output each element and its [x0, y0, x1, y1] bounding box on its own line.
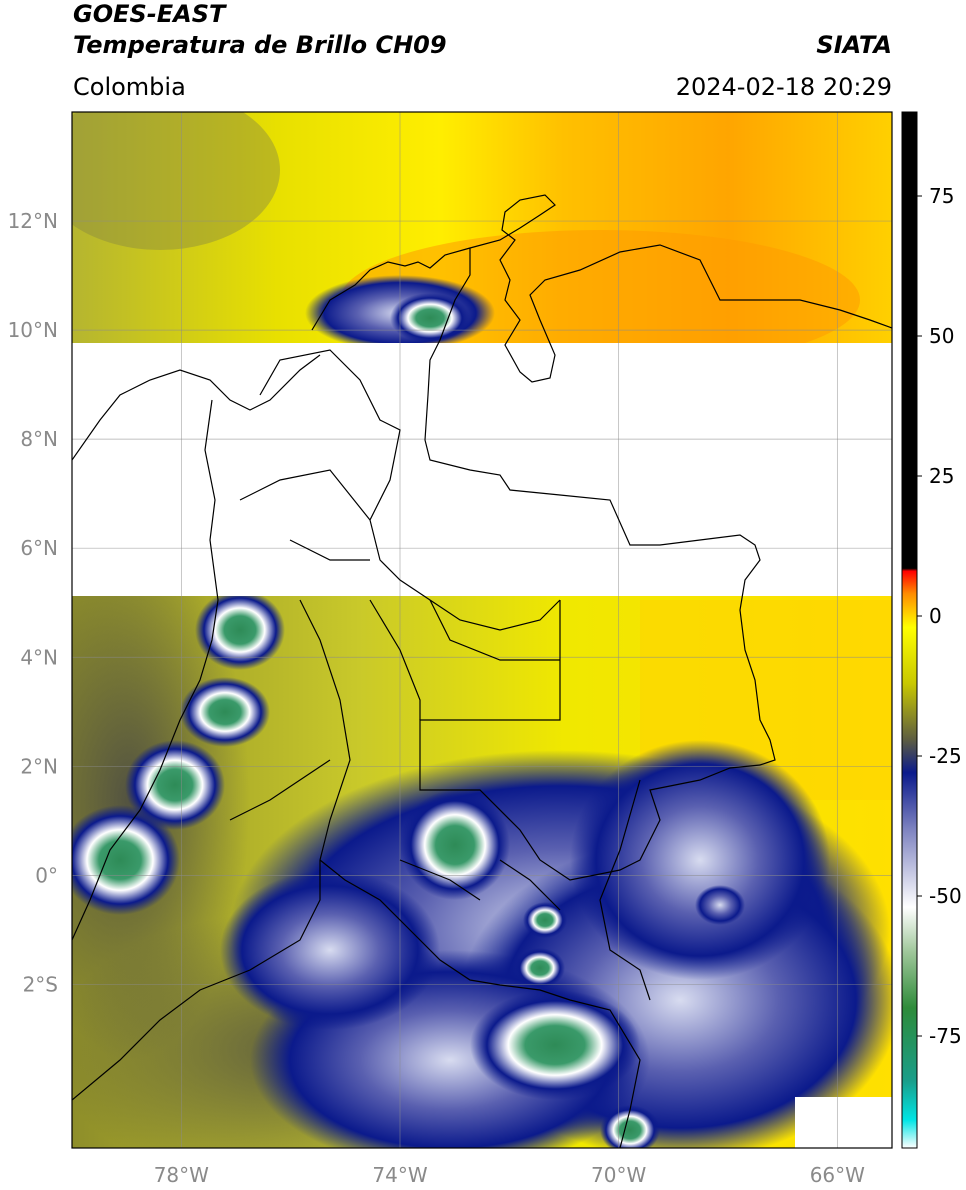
product-title: Temperatura de Brillo CH09 [73, 31, 447, 59]
colorbar-tick-label: 50 [929, 324, 954, 348]
region-label: Colombia [73, 73, 186, 101]
satellite-title: GOES-EAST [73, 0, 226, 28]
lat-tick-label: 6°N [20, 536, 58, 560]
country-boundaries [72, 194, 892, 1148]
lon-tick-label: 74°W [372, 1163, 427, 1187]
pacific-coast [72, 399, 219, 941]
colorbar-tick-label: -25 [929, 744, 962, 768]
colorbar-tick-label: 75 [929, 184, 954, 208]
missing-data-band [72, 343, 892, 596]
colorbar-tick-label: -50 [929, 884, 962, 908]
dept-lines-2 [239, 469, 371, 861]
venezuela-border [424, 248, 776, 766]
lon-tick-label: 70°W [591, 1163, 646, 1187]
colorbar-tick-label: 25 [929, 464, 954, 488]
missing-data-corner [795, 1097, 892, 1148]
datetime-label: 2024-02-18 20:29 [675, 73, 892, 101]
lat-tick-label: 0° [35, 863, 58, 887]
axis-tick-labels: 78°W 74°W 70°W 66°W 12°N 10°N 8°N 6°N 4°N 2°N 0° 2°… [8, 209, 866, 1187]
lon-tick-label: 66°W [810, 1163, 865, 1187]
colombia-brazil-border [419, 600, 761, 881]
lat-tick-label: 10°N [8, 318, 58, 342]
lat-tick-label: 2°N [20, 754, 58, 778]
colorbar-ticks: 75 50 25 0 -25 -50 -75 [917, 184, 962, 1048]
colorbar-tick-label: -75 [929, 1024, 962, 1048]
lon-tick-label: 78°W [154, 1163, 209, 1187]
lat-tick-label: 2°S [23, 972, 58, 996]
map-frame [71, 111, 893, 1149]
ecuador-border [72, 860, 321, 1101]
agency-label: SIATA [816, 31, 892, 59]
graticule [72, 112, 892, 1148]
colombia-peru-border [319, 859, 641, 1148]
colorbar-bar [901, 111, 918, 1149]
lat-tick-label: 8°N [20, 427, 58, 451]
lat-tick-label: 12°N [8, 209, 58, 233]
colorbar: 75 50 25 0 -25 -50 -75 [901, 111, 962, 1149]
colorbar-tick-label: 0 [929, 604, 942, 628]
dept-lines-4 [399, 779, 651, 1001]
panama-coast [72, 354, 321, 461]
dept-lines-3 [229, 599, 560, 821]
caribbean-coastline [311, 194, 892, 383]
lat-tick-label: 4°N [20, 645, 58, 669]
satellite-image [72, 112, 892, 1148]
